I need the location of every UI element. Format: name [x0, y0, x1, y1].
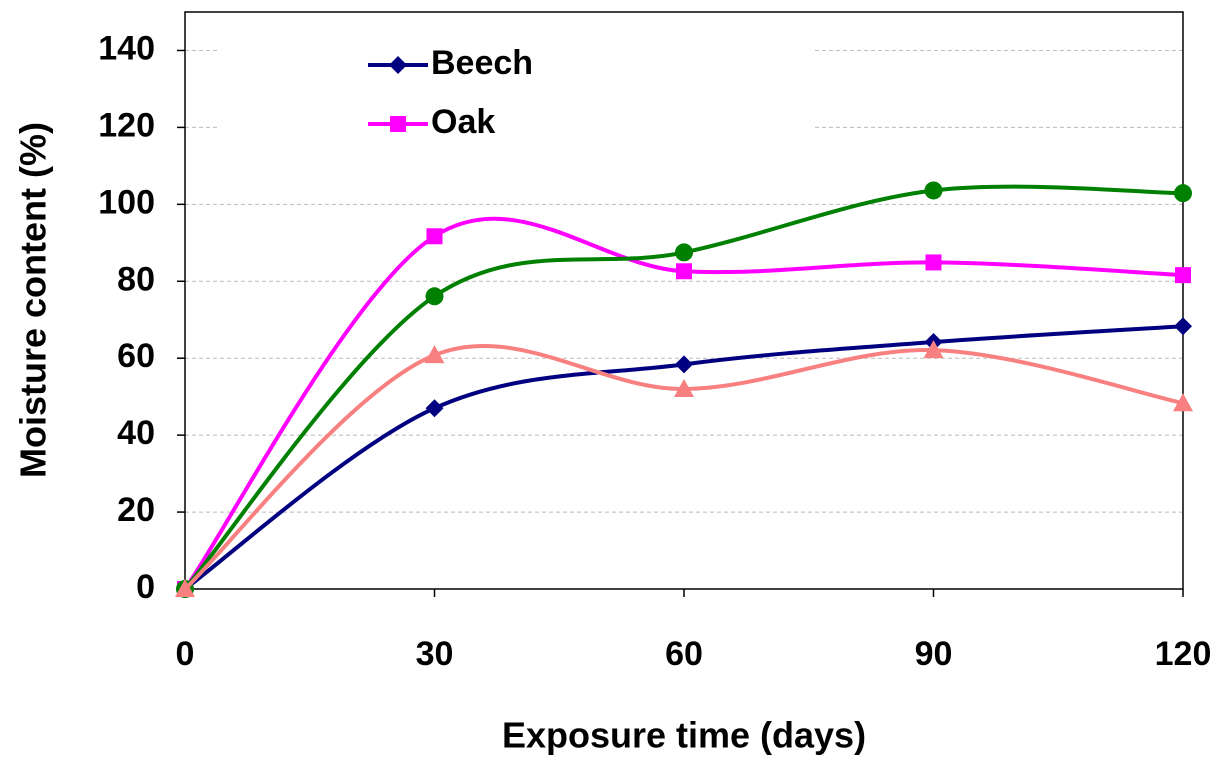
y-tick-label: 140 — [98, 29, 155, 67]
y-tick-label: 80 — [117, 260, 155, 298]
y-tick-label: 40 — [117, 414, 155, 452]
x-tick-label: 60 — [665, 635, 703, 673]
marker — [923, 340, 944, 359]
plot-frame — [184, 11, 1184, 590]
marker — [675, 243, 693, 262]
marker — [674, 378, 694, 397]
y-tick-label: 120 — [98, 106, 155, 144]
marker — [924, 181, 943, 200]
y-tick-label: 60 — [117, 337, 155, 375]
marker — [1174, 184, 1192, 203]
x-axis-title: Exposure time (days) — [502, 715, 866, 755]
marker — [1173, 393, 1193, 412]
marker — [425, 399, 444, 418]
legend-label: Beech — [431, 44, 533, 82]
marker — [675, 355, 693, 374]
y-axis-title: Moisture content (%) — [13, 122, 54, 478]
y-tick-label: 100 — [98, 183, 155, 221]
x-tick-label: 30 — [416, 635, 454, 673]
y-tick-label: 20 — [117, 491, 155, 529]
marker — [676, 263, 692, 280]
marker — [175, 579, 195, 597]
x-tick-label: 120 — [1155, 635, 1212, 673]
series-line — [183, 184, 1184, 591]
legend-marker — [389, 56, 407, 74]
marker — [1174, 317, 1192, 336]
marker — [925, 254, 942, 271]
marker — [425, 287, 444, 306]
x-tick-label: 90 — [915, 635, 953, 673]
marker — [1175, 267, 1191, 284]
series-line — [183, 216, 1184, 591]
marker — [424, 345, 445, 364]
x-tick-label: 0 — [176, 635, 195, 673]
legend-label: Oak — [431, 103, 495, 141]
y-tick-label: 0 — [136, 568, 155, 606]
legend-marker — [390, 116, 406, 132]
marker — [426, 228, 443, 245]
legend-box — [218, 38, 813, 162]
